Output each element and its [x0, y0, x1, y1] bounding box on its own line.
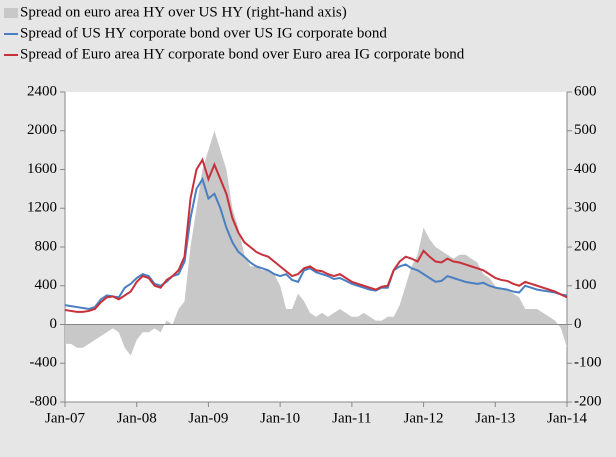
- y-tick-label: 400: [35, 277, 58, 293]
- y-tick-label: 1200: [27, 200, 57, 216]
- x-tick-label: Jan-07: [45, 410, 85, 426]
- x-tick-label: Jan-09: [188, 410, 228, 426]
- line: [64, 176, 568, 311]
- y2-tick-label: -100: [574, 355, 602, 371]
- y-tick-label: -400: [30, 355, 58, 371]
- legend-label: Spread of US HY corporate bond over US I…: [20, 25, 387, 41]
- x-tick-label: Jan-11: [332, 410, 371, 426]
- x-tick-label: Jan-12: [404, 410, 444, 426]
- y-tick-label: -800: [30, 393, 58, 409]
- legend-label: Spread of Euro area HY corporate bond ov…: [20, 46, 465, 62]
- y-tick-label: 800: [35, 238, 58, 254]
- x-tick-label: Jan-14: [547, 410, 587, 426]
- y-tick-label: 2400: [27, 83, 57, 99]
- y2-tick-label: 100: [574, 277, 597, 293]
- line: [64, 157, 568, 313]
- y-tick-label: 0: [50, 316, 58, 332]
- y2-tick-label: 600: [574, 83, 597, 99]
- x-tick-label: Jan-10: [260, 410, 300, 426]
- y2-tick-label: -200: [574, 393, 602, 409]
- y-tick-label: 2000: [27, 122, 57, 138]
- area: [65, 130, 567, 356]
- y2-tick-label: 0: [574, 316, 582, 332]
- plot-area: [65, 92, 567, 402]
- y2-tick-label: 200: [574, 238, 597, 254]
- y-tick-label: 1600: [27, 161, 57, 177]
- x-tick-label: Jan-13: [475, 410, 515, 426]
- y2-tick-label: 300: [574, 200, 597, 216]
- y2-tick-label: 400: [574, 161, 597, 177]
- x-tick-label: Jan-08: [117, 410, 157, 426]
- y2-tick-label: 500: [574, 122, 597, 138]
- legend-swatch: [4, 8, 18, 18]
- legend-label: Spread on euro area HY over US HY (right…: [20, 4, 347, 20]
